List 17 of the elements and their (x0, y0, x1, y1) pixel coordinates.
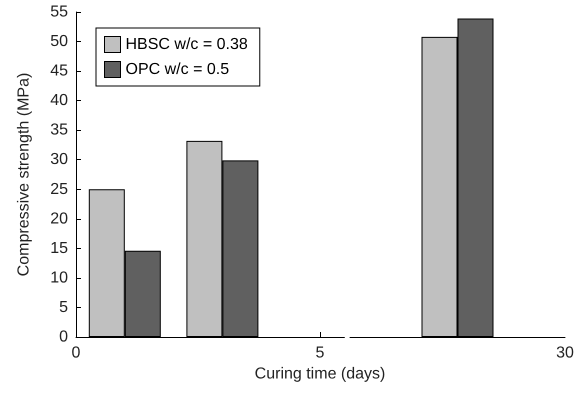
y-tick-label: 0 (59, 328, 68, 346)
y-tick-label: 25 (50, 180, 68, 198)
y-tick-label: 15 (50, 240, 68, 257)
text: 30 (556, 344, 574, 362)
y-tick-label: 55 (50, 4, 68, 20)
y-axis-title: Compressive strength (MPa) (16, 72, 32, 276)
y-tick-label: 20 (50, 210, 68, 228)
y-tick-label: 40 (50, 92, 68, 110)
y-tick-label: 45 (50, 62, 68, 80)
y-tick-label: 10 (50, 269, 68, 286)
y-tick-label: 5 (59, 298, 68, 316)
y-tick-label: 50 (50, 33, 68, 50)
y-tick-label: 30 (50, 151, 68, 168)
x-axis-title: Curing time (days) (254, 366, 386, 382)
legend-label: HBSC w/c = 0.38 (126, 36, 248, 53)
legend-label: OPC w/c = 0.5 (126, 61, 230, 78)
y-tick-label: 35 (50, 122, 68, 139)
